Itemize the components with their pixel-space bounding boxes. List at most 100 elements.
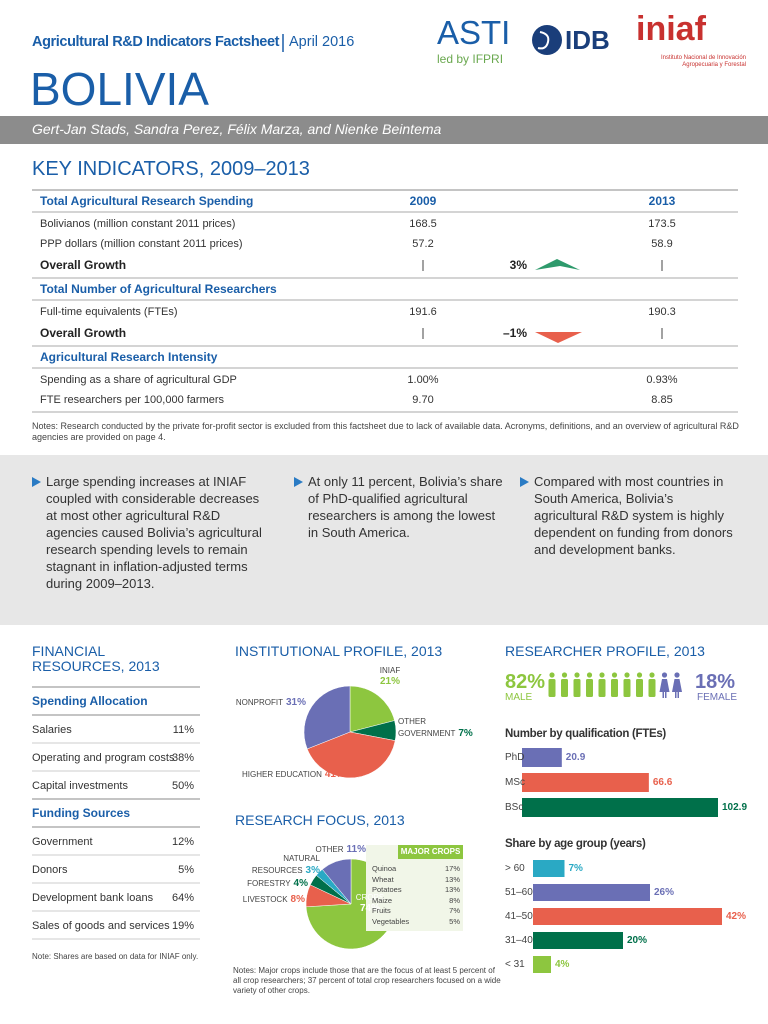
pie-category: FORESTRY — [247, 879, 291, 888]
row-label: Bolivianos (million constant 2011 prices… — [40, 218, 236, 230]
pie-category: NATURAL RESOURCES — [251, 854, 320, 875]
growth-label: Overall Growth — [40, 326, 127, 340]
male-share: 82% — [505, 671, 546, 693]
cell: 38% — [171, 752, 194, 764]
iniaf-name: Instituto Nacional de Innovación Agropec… — [660, 55, 746, 68]
crop-name: Wheat — [372, 874, 394, 884]
cell: 64% — [171, 892, 194, 904]
pie-slice — [349, 685, 395, 733]
table-heading: Spending Allocation — [32, 694, 148, 708]
person-icon — [586, 672, 593, 678]
crop-share: 13% — [444, 874, 460, 884]
table-heading: Total Number of Agricultural Researchers — [40, 282, 277, 296]
cell: 58.9 — [651, 238, 673, 250]
idb-logo-swirl — [537, 31, 550, 50]
cell: 173.5 — [648, 218, 676, 230]
bullet — [32, 477, 41, 487]
person-icon — [548, 679, 556, 697]
bullet — [520, 477, 529, 487]
bar — [533, 884, 650, 901]
row-label: Full-time equivalents (FTEs) — [40, 306, 178, 318]
idb-logo-mark — [532, 25, 562, 55]
female-label: FEMALE — [697, 692, 738, 703]
row-label: Operating and program costs — [32, 752, 175, 764]
pie-label: INIAF 21% — [370, 666, 410, 688]
crops-title: MAJOR CROPS — [400, 847, 461, 856]
person-icon — [599, 672, 605, 678]
crop-name: Quinoa — [372, 864, 397, 873]
crop-name: Potatoes — [372, 885, 402, 894]
bar-category: PhD — [505, 751, 525, 763]
chart-title: Number by qualification (FTEs) — [505, 728, 666, 740]
pie-value: 31% — [285, 697, 306, 708]
bar-value: 7% — [568, 862, 583, 874]
cell: 168.5 — [409, 218, 437, 230]
growth-value: –1% — [502, 326, 527, 340]
series-title: Agricultural R&D Indicators Factsheet — [32, 34, 280, 50]
pie-label: NATURAL RESOURCES 3% — [250, 852, 320, 876]
pie-category: NONPROFIT — [235, 698, 283, 707]
bar-value: 102.9 — [722, 801, 748, 813]
person-icon — [549, 672, 555, 678]
person-icon — [636, 672, 643, 678]
authors: Gert-Jan Stads, Sandra Perez, Félix Marz… — [32, 121, 442, 137]
bar-category: BSc — [505, 801, 524, 813]
table-heading: Total Agricultural Research Spending — [40, 194, 254, 208]
chart-title: Share by age group (years) — [505, 838, 646, 850]
pie-value: 8% — [290, 894, 305, 905]
bar-category: 31–40 — [505, 934, 533, 946]
asti-tagline: led by IFPRI — [437, 52, 504, 66]
person-icon — [611, 679, 618, 697]
cell: 11% — [172, 724, 194, 736]
bar — [533, 908, 722, 925]
table-heading: Agricultural Research Intensity — [40, 350, 218, 364]
cell: 190.3 — [648, 306, 676, 318]
pie-label: OTHER GOVERNMENT 7% — [398, 715, 474, 739]
chart-title: RESEARCH FOCUS, 2013 — [235, 812, 405, 828]
cell: 1.00% — [407, 374, 439, 386]
pie-category: OTHER — [315, 845, 344, 854]
highlight: Compared with most countries in South Am… — [534, 474, 733, 557]
male-label: MALE — [505, 692, 533, 703]
cell: 12% — [171, 836, 194, 848]
bar-value: 20% — [627, 934, 648, 946]
cell: 0.93% — [646, 374, 678, 386]
bar-value: 66.6 — [652, 776, 673, 788]
row-label: Government — [32, 836, 93, 848]
bar-category: 51–60 — [505, 886, 533, 898]
person-icon — [661, 672, 668, 678]
pie-label: OTHER 11% — [300, 843, 366, 855]
column-year: 2009 — [409, 194, 437, 208]
bar-value: 26% — [654, 886, 675, 898]
person-icon — [659, 679, 670, 698]
pie-label: CROPS 74% — [350, 893, 390, 915]
crop-name: Vegetables — [372, 916, 410, 926]
cell: 50% — [171, 780, 194, 792]
bar-value: 42% — [726, 910, 747, 922]
person-icon — [674, 672, 680, 678]
pie-category: INIAF — [379, 666, 401, 675]
person-icon — [574, 672, 580, 678]
cell: 19% — [171, 920, 194, 932]
pie-category: CROPS — [355, 893, 385, 902]
bar — [533, 956, 551, 973]
person-icon — [561, 672, 568, 678]
bar-value: 20.9 — [565, 751, 586, 763]
row-label: Donors — [32, 864, 68, 876]
growth-label: Overall Growth — [40, 258, 127, 272]
crop-name: Fruits — [372, 906, 391, 915]
row-label: PPP dollars (million constant 2011 price… — [40, 238, 243, 250]
row-label: Salaries — [32, 724, 72, 736]
bar-category: < 31 — [505, 958, 525, 970]
bullet — [294, 477, 303, 487]
person-icon — [611, 672, 618, 678]
country: BOLIVIA — [30, 63, 209, 115]
pie-value: 7% — [458, 728, 473, 739]
cell: 57.2 — [412, 238, 434, 250]
row-label: Capital investments — [32, 780, 128, 792]
crop-name: Maize — [372, 895, 393, 905]
author-band — [0, 116, 768, 144]
chart-title: INSTITUTIONAL PROFILE, 2013 — [235, 643, 443, 659]
growth-up-arrow — [535, 259, 580, 270]
pie-slice — [321, 858, 352, 905]
